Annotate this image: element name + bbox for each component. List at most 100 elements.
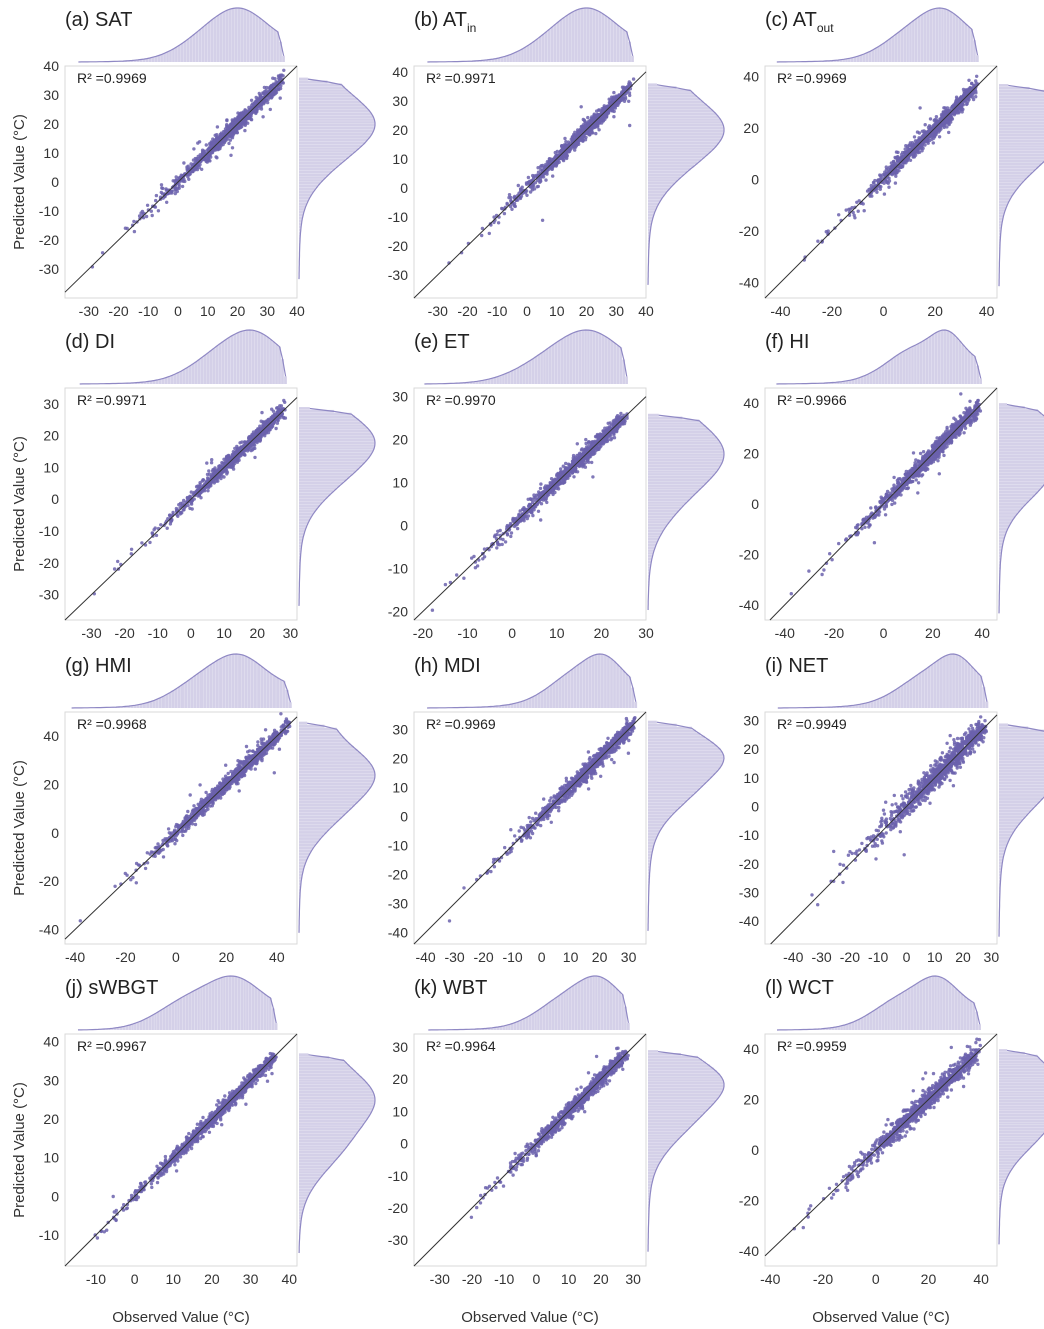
r2-annotation: R² =0.9969 xyxy=(77,70,147,86)
top-hist-bar xyxy=(914,18,918,63)
scatter-point xyxy=(215,133,219,137)
top-hist-bar xyxy=(213,17,217,62)
scatter-point xyxy=(501,537,505,542)
top-hist-bar xyxy=(151,57,155,62)
top-hist-bar xyxy=(885,40,889,62)
top-hist-bar xyxy=(923,12,927,62)
scatter-point xyxy=(519,187,523,191)
top-hist-bar xyxy=(917,16,921,63)
right-hist-bar xyxy=(648,487,701,490)
scatter-point xyxy=(935,128,939,133)
y-tick-label: 40 xyxy=(43,58,59,74)
top-hist-bar xyxy=(195,31,199,62)
panel-title-main: (a) SAT xyxy=(65,9,132,31)
right-hist-bar xyxy=(299,441,375,445)
scatter-point xyxy=(218,135,222,139)
top-hist-bar xyxy=(192,34,196,62)
right-kde-line xyxy=(647,84,725,285)
top-hist-bar xyxy=(183,41,187,62)
scatter-point xyxy=(259,419,263,423)
scatter-point xyxy=(563,136,567,141)
right-hist-bar xyxy=(648,413,659,417)
right-hist-bar xyxy=(299,153,353,156)
top-hist-bar xyxy=(868,51,872,62)
top-hist-bar xyxy=(551,344,555,384)
right-hist-bar xyxy=(999,150,1044,154)
scatter-point xyxy=(245,440,249,444)
top-hist-bar xyxy=(874,48,877,62)
top-hist-bar xyxy=(505,373,508,384)
right-hist-bar xyxy=(299,234,301,237)
scatter-point xyxy=(593,114,598,118)
x-tick-label: -40 xyxy=(770,303,790,319)
scatter-point xyxy=(907,147,911,151)
y-tick-label: 40 xyxy=(743,68,759,84)
top-hist-bar xyxy=(540,352,543,384)
right-hist-bar xyxy=(648,549,655,552)
scatter-point xyxy=(137,214,142,218)
scatter-point xyxy=(606,111,610,116)
scatter-point xyxy=(271,76,275,80)
top-hist-bar xyxy=(231,8,235,63)
scatter-point xyxy=(507,195,511,200)
top-hist-bar xyxy=(175,47,178,62)
right-hist-bar xyxy=(648,205,658,208)
top-hist-bar xyxy=(206,352,210,384)
top-hist-bar xyxy=(625,31,628,62)
scatter-point xyxy=(188,506,192,511)
right-hist-bar xyxy=(999,136,1044,140)
scatter-point xyxy=(165,526,169,530)
right-hist-bar xyxy=(648,95,697,98)
scatter-point xyxy=(533,181,538,185)
right-hist-bar xyxy=(299,141,365,145)
scatter-point xyxy=(579,125,583,129)
right-hist-bar xyxy=(299,83,342,87)
scatter-point xyxy=(259,107,264,111)
scatter-point xyxy=(144,214,149,219)
right-hist-bar xyxy=(299,469,356,473)
scatter-point xyxy=(974,79,978,83)
top-hist-bar xyxy=(491,59,495,62)
right-hist-bar xyxy=(999,92,1044,96)
scatter-point xyxy=(536,170,541,174)
top-hist-bar xyxy=(164,377,168,384)
scatter-point xyxy=(243,128,247,133)
right-hist-bar xyxy=(648,228,651,232)
right-hist-bar xyxy=(648,144,717,147)
right-hist-bar xyxy=(648,509,679,513)
scatter-point xyxy=(159,183,164,187)
top-hist-bar xyxy=(961,21,965,62)
top-hist-bar xyxy=(544,31,548,62)
scatter-point xyxy=(581,117,585,122)
top-hist-bar xyxy=(891,36,895,62)
scatter-point xyxy=(947,130,951,135)
scatter-point xyxy=(547,159,551,164)
right-hist-bar xyxy=(999,145,1044,148)
scatter-point xyxy=(263,89,267,94)
scatter-point xyxy=(430,608,435,612)
top-hist-bar xyxy=(500,57,504,62)
right-hist-bar xyxy=(299,97,358,101)
scatter-point xyxy=(230,118,234,122)
x-tick-label: 20 xyxy=(249,625,265,641)
top-hist-bar xyxy=(865,52,869,62)
right-hist-bar xyxy=(648,153,708,156)
right-hist-bar xyxy=(648,187,670,191)
scatter-point xyxy=(174,187,178,192)
top-hist-bar xyxy=(897,31,901,62)
scatter-point xyxy=(100,251,105,255)
top-marginal-histogram xyxy=(425,7,634,63)
scatter-point xyxy=(564,140,568,144)
right-marginal-histogram xyxy=(298,407,376,608)
scatter-point xyxy=(277,76,281,81)
top-hist-bar xyxy=(527,45,530,62)
top-hist-bar xyxy=(619,27,623,62)
right-hist-bar xyxy=(648,481,707,485)
scatter-point xyxy=(584,437,588,442)
top-hist-bar xyxy=(282,55,285,62)
scatter-point xyxy=(616,94,621,98)
top-hist-bar xyxy=(493,377,497,384)
right-marginal-histogram xyxy=(647,413,725,612)
